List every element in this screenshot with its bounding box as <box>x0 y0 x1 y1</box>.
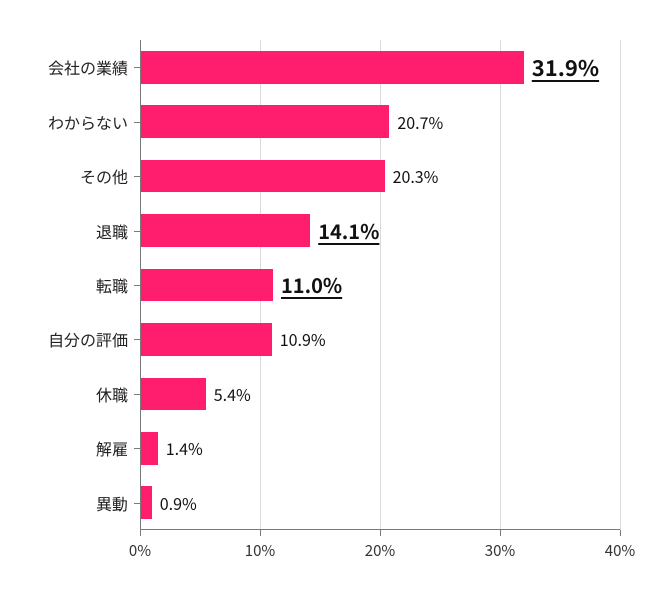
x-tick-label: 30% <box>485 540 515 561</box>
category-label: 自分の評価 <box>48 323 140 356</box>
x-tick <box>380 530 381 536</box>
category-label: その他 <box>80 160 140 193</box>
value-label: 20.7% <box>397 105 443 138</box>
bar <box>141 105 389 138</box>
bar <box>141 214 310 247</box>
category-label: 休職 <box>96 378 140 411</box>
value-label: 10.9% <box>280 323 326 356</box>
gridline <box>620 40 621 530</box>
value-label: 14.1% <box>318 214 379 247</box>
value-label: 5.4% <box>214 378 251 411</box>
bar <box>141 378 206 411</box>
bar-chart: 0% 10% 20% 30% 40% 会社の業績 31.9% わからない 20.7% その他 20.… <box>0 0 650 589</box>
value-label: 20.3% <box>393 160 439 193</box>
y-axis-line <box>140 40 141 530</box>
x-tick <box>260 530 261 536</box>
value-label: 31.9% <box>532 51 599 84</box>
value-label: 1.4% <box>166 432 203 465</box>
category-label: 転職 <box>96 269 140 302</box>
value-label: 0.9% <box>160 486 197 519</box>
x-tick-label: 40% <box>605 540 635 561</box>
category-label: わからない <box>48 105 140 138</box>
x-tick <box>140 530 141 536</box>
gridline <box>500 40 501 530</box>
x-axis-line <box>140 529 620 530</box>
bar <box>141 51 524 84</box>
category-label: 異動 <box>96 486 140 519</box>
bar <box>141 432 158 465</box>
bar <box>141 323 272 356</box>
x-tick <box>620 530 621 536</box>
bar <box>141 269 273 302</box>
value-label: 11.0% <box>281 269 342 302</box>
x-tick <box>500 530 501 536</box>
x-tick-label: 20% <box>365 540 395 561</box>
category-label: 会社の業績 <box>48 51 140 84</box>
category-label: 解雇 <box>96 432 140 465</box>
category-label: 退職 <box>96 214 140 247</box>
x-tick-label: 10% <box>245 540 275 561</box>
x-tick-label: 0% <box>129 540 151 561</box>
bar <box>141 486 152 519</box>
plot-area: 0%10%20%30%40%会社の業績31.9%わからない20.7%その他20.… <box>140 40 620 530</box>
bar <box>141 160 385 193</box>
